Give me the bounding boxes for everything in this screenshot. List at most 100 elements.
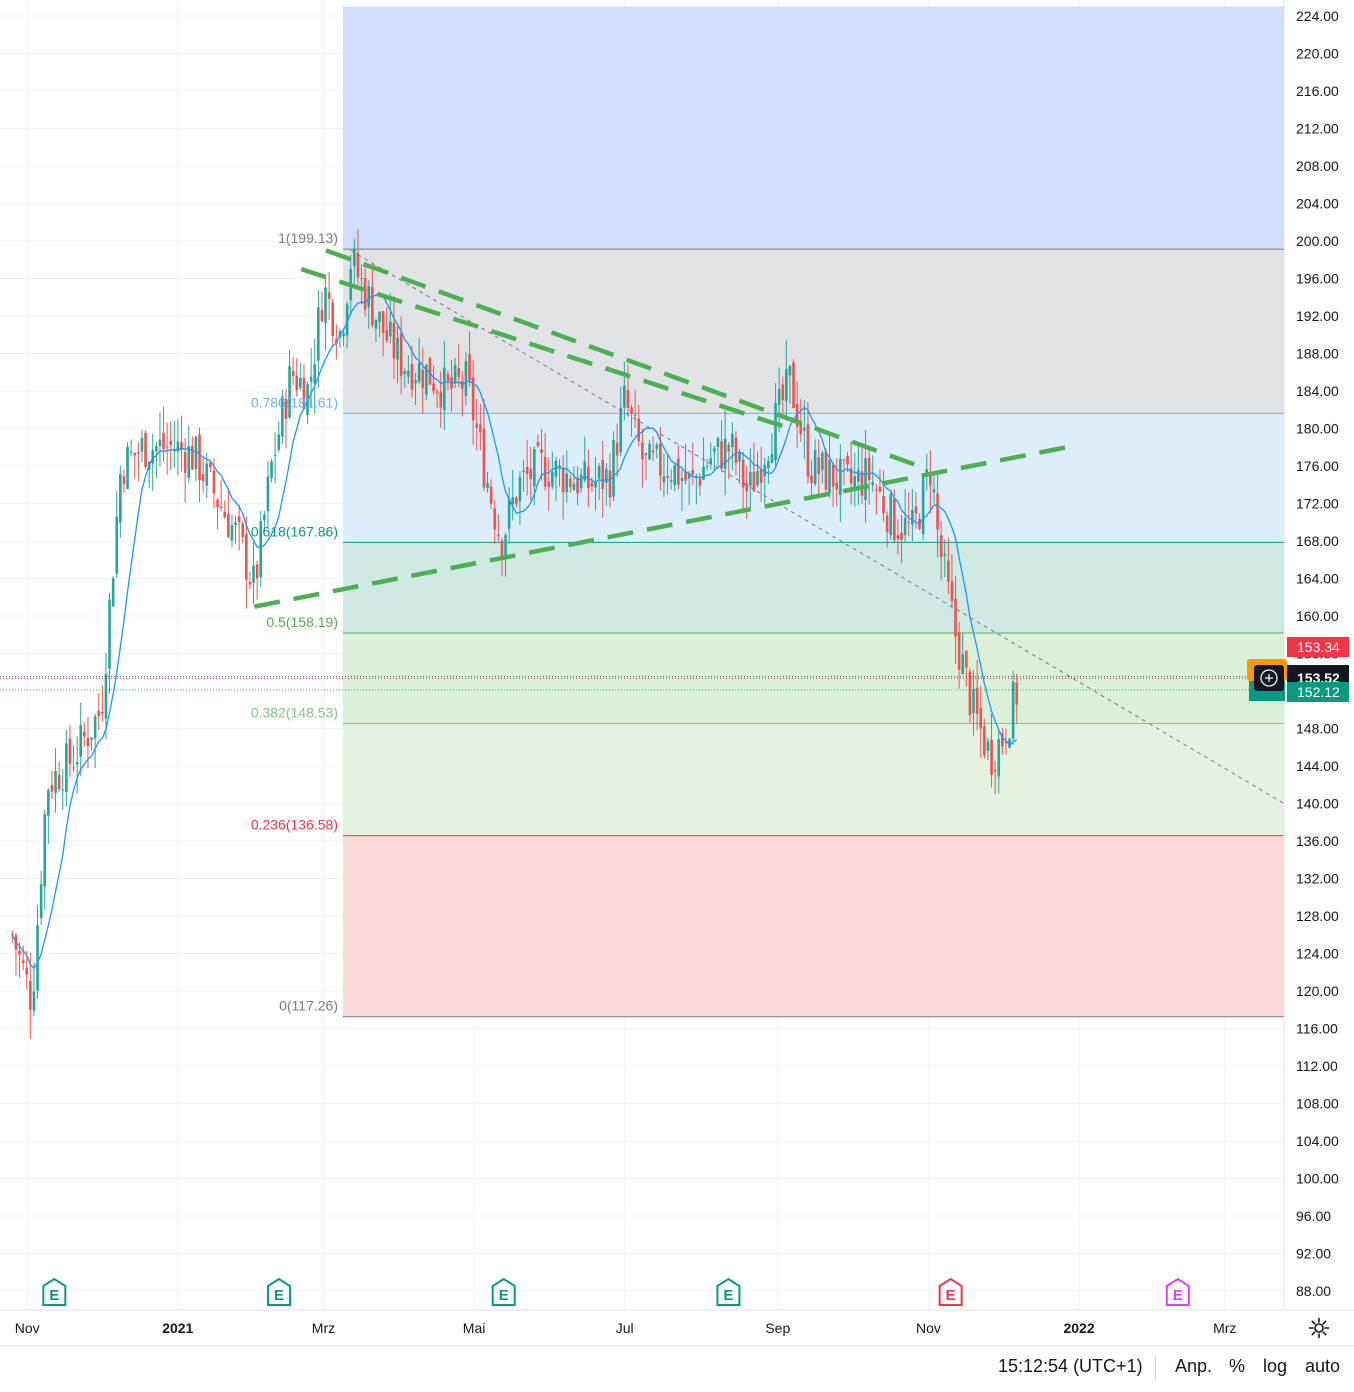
earnings-marker[interactable] bbox=[42, 1277, 67, 1306]
price-tick-label: 160.00 bbox=[1296, 608, 1339, 624]
price-tick-label: 88.00 bbox=[1296, 1283, 1331, 1299]
price-tick-label: 164.00 bbox=[1296, 571, 1339, 587]
candle-body bbox=[504, 535, 507, 559]
fib-level-label: 0.382(148.53) bbox=[251, 705, 338, 721]
candle-body bbox=[759, 470, 763, 483]
price-tick-label: 188.00 bbox=[1296, 346, 1339, 362]
candle-body bbox=[1001, 733, 1004, 747]
candle-body bbox=[835, 482, 839, 490]
gear-icon[interactable] bbox=[1307, 1316, 1331, 1340]
candle-body bbox=[659, 443, 662, 476]
earnings-marker[interactable] bbox=[267, 1277, 292, 1306]
adjust-toggle[interactable]: Anp. bbox=[1175, 1356, 1213, 1376]
candle-body bbox=[921, 477, 925, 535]
candle-body bbox=[651, 450, 655, 453]
earnings-marker-label: E bbox=[723, 1287, 733, 1304]
plus-icon[interactable] bbox=[1260, 669, 1278, 687]
fib-zone bbox=[343, 835, 1284, 1017]
candle-body bbox=[237, 516, 241, 523]
candle-body bbox=[558, 465, 561, 468]
candle-body bbox=[65, 743, 68, 793]
fib-zone bbox=[343, 413, 1284, 543]
earnings-marker[interactable] bbox=[491, 1277, 516, 1306]
candle-body bbox=[198, 434, 201, 480]
earnings-marker[interactable] bbox=[1165, 1277, 1190, 1306]
candle-body bbox=[482, 428, 486, 488]
candle-body bbox=[86, 737, 90, 747]
trendline-dotted[interactable] bbox=[350, 249, 1285, 804]
candle-body bbox=[734, 437, 738, 463]
trendline-dashed[interactable] bbox=[300, 266, 791, 431]
candle-body bbox=[144, 432, 147, 468]
candle-body bbox=[691, 469, 695, 475]
candle-body bbox=[932, 489, 936, 493]
candle-body bbox=[547, 481, 551, 487]
candle-body bbox=[986, 741, 990, 751]
candle-body bbox=[821, 452, 824, 470]
candle-body bbox=[853, 476, 857, 488]
candle-body bbox=[389, 321, 392, 337]
time-tick-label: Mrz bbox=[1213, 1320, 1236, 1336]
candle-body bbox=[957, 632, 961, 670]
candle-body bbox=[993, 770, 997, 772]
trendline-dashed[interactable] bbox=[253, 445, 1068, 609]
candle-body bbox=[313, 364, 317, 384]
trendline-dashed[interactable] bbox=[325, 248, 920, 469]
candle-body bbox=[1011, 681, 1015, 739]
time-tick-label: Mrz bbox=[312, 1320, 335, 1336]
candle-body bbox=[630, 407, 633, 414]
earnings-marker-label: E bbox=[499, 1287, 509, 1304]
candle-body bbox=[849, 468, 853, 484]
candle-body bbox=[111, 578, 115, 607]
status-divider bbox=[0, 1345, 1354, 1346]
auto-toggle[interactable]: auto bbox=[1305, 1356, 1341, 1376]
candle-body bbox=[745, 483, 749, 492]
candle-body bbox=[252, 565, 255, 583]
trendlines[interactable] bbox=[253, 248, 1285, 804]
candle-body bbox=[464, 360, 468, 396]
candle-body bbox=[54, 770, 57, 794]
earnings-marker[interactable] bbox=[938, 1277, 963, 1306]
candle-body bbox=[925, 469, 929, 476]
candle-body bbox=[126, 446, 129, 490]
candle-body bbox=[331, 302, 335, 336]
price-tick-label: 112.00 bbox=[1296, 1058, 1338, 1074]
candle-body bbox=[770, 453, 774, 463]
candle-body bbox=[781, 384, 785, 400]
candle-body bbox=[623, 385, 626, 408]
candle-body bbox=[169, 440, 173, 446]
fib-zone bbox=[343, 6, 1284, 250]
candle-body bbox=[317, 307, 320, 361]
candle-body bbox=[612, 439, 615, 497]
candle-body bbox=[468, 354, 471, 381]
candle-body bbox=[115, 516, 119, 574]
candle-body bbox=[716, 437, 720, 447]
candle-body bbox=[277, 434, 281, 450]
candle-body bbox=[525, 466, 529, 474]
candle-body bbox=[828, 460, 831, 494]
price-tick-label: 124.00 bbox=[1296, 946, 1339, 962]
candle-body bbox=[882, 495, 885, 514]
earnings-marker[interactable] bbox=[716, 1277, 741, 1306]
clock[interactable]: 15:12:54 (UTC+1) bbox=[998, 1356, 1143, 1376]
time-tick-label: 2022 bbox=[1063, 1320, 1094, 1336]
percent-toggle[interactable]: % bbox=[1229, 1356, 1246, 1376]
candle-body bbox=[975, 687, 979, 715]
candle-body bbox=[259, 520, 263, 577]
candle-body bbox=[709, 458, 713, 465]
fibonacci-levels bbox=[343, 248, 1284, 1018]
candle-body bbox=[1008, 738, 1011, 748]
price-tick-label: 140.00 bbox=[1296, 796, 1339, 812]
log-toggle[interactable]: log bbox=[1263, 1356, 1288, 1376]
candle-body bbox=[885, 515, 889, 533]
candle-body bbox=[288, 366, 291, 418]
candle-body bbox=[824, 451, 828, 490]
candle-body bbox=[428, 357, 432, 385]
price-tick-label: 168.00 bbox=[1296, 533, 1339, 549]
candle-body bbox=[180, 442, 183, 451]
candle-body bbox=[57, 774, 61, 790]
candle-body bbox=[601, 459, 605, 489]
candle-body bbox=[281, 396, 284, 437]
